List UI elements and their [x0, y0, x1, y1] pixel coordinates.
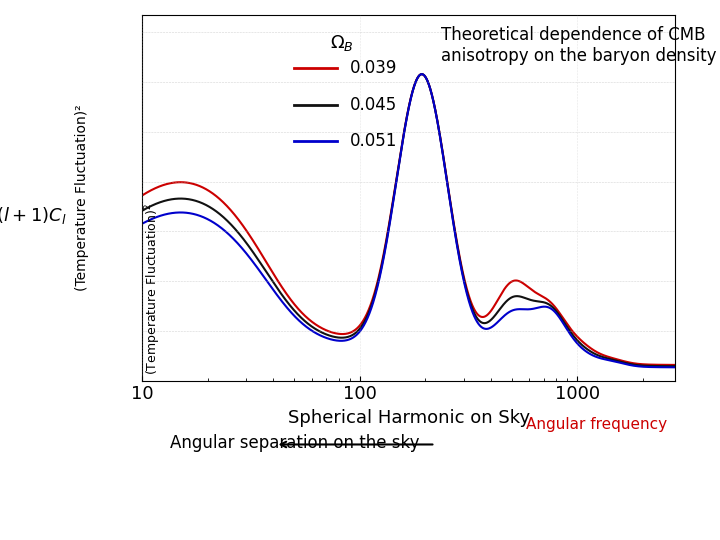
0.039	[655, 362, 664, 368]
0.051	[655, 364, 664, 370]
0.045	[558, 316, 567, 322]
Text: Angular separation on the sky: Angular separation on the sky	[170, 434, 419, 451]
Text: 0.045: 0.045	[350, 96, 397, 113]
0.051	[655, 364, 664, 370]
0.045	[655, 363, 664, 369]
0.051	[397, 146, 405, 153]
0.051	[671, 364, 680, 370]
Line: 0.039: 0.039	[143, 74, 675, 365]
0.039	[383, 231, 392, 238]
0.045	[138, 207, 147, 214]
0.051	[418, 71, 426, 77]
0.039	[397, 144, 405, 151]
0.039	[418, 71, 426, 77]
0.051	[558, 318, 567, 325]
0.051	[166, 210, 174, 217]
Line: 0.051: 0.051	[143, 74, 675, 367]
0.045	[166, 197, 174, 203]
Text: (Temperature Fluctuation)²: (Temperature Fluctuation)²	[75, 104, 89, 291]
Text: 0.039: 0.039	[350, 59, 397, 77]
Line: 0.045: 0.045	[143, 74, 675, 366]
0.045	[383, 233, 392, 240]
0.045	[397, 145, 405, 152]
Text: 0.051: 0.051	[350, 132, 397, 150]
0.039	[166, 180, 174, 187]
Text: $l(l+1)C_l$: $l(l+1)C_l$	[0, 206, 67, 226]
0.045	[655, 363, 664, 369]
0.039	[558, 313, 567, 320]
0.039	[671, 362, 680, 368]
0.039	[655, 362, 664, 368]
0.045	[671, 363, 680, 369]
0.045	[418, 71, 426, 77]
Text: (Temperature Fluctuation)$^2$: (Temperature Fluctuation)$^2$	[143, 203, 163, 375]
Text: Angular frequency: Angular frequency	[526, 417, 667, 432]
Text: Theoretical dependence of CMB
anisotropy on the baryon density: Theoretical dependence of CMB anisotropy…	[441, 26, 716, 65]
0.039	[138, 192, 147, 199]
0.051	[383, 235, 392, 241]
Text: $\Omega_B$: $\Omega_B$	[330, 33, 354, 53]
0.051	[138, 220, 147, 227]
X-axis label: Spherical Harmonic on Sky: Spherical Harmonic on Sky	[288, 409, 530, 427]
